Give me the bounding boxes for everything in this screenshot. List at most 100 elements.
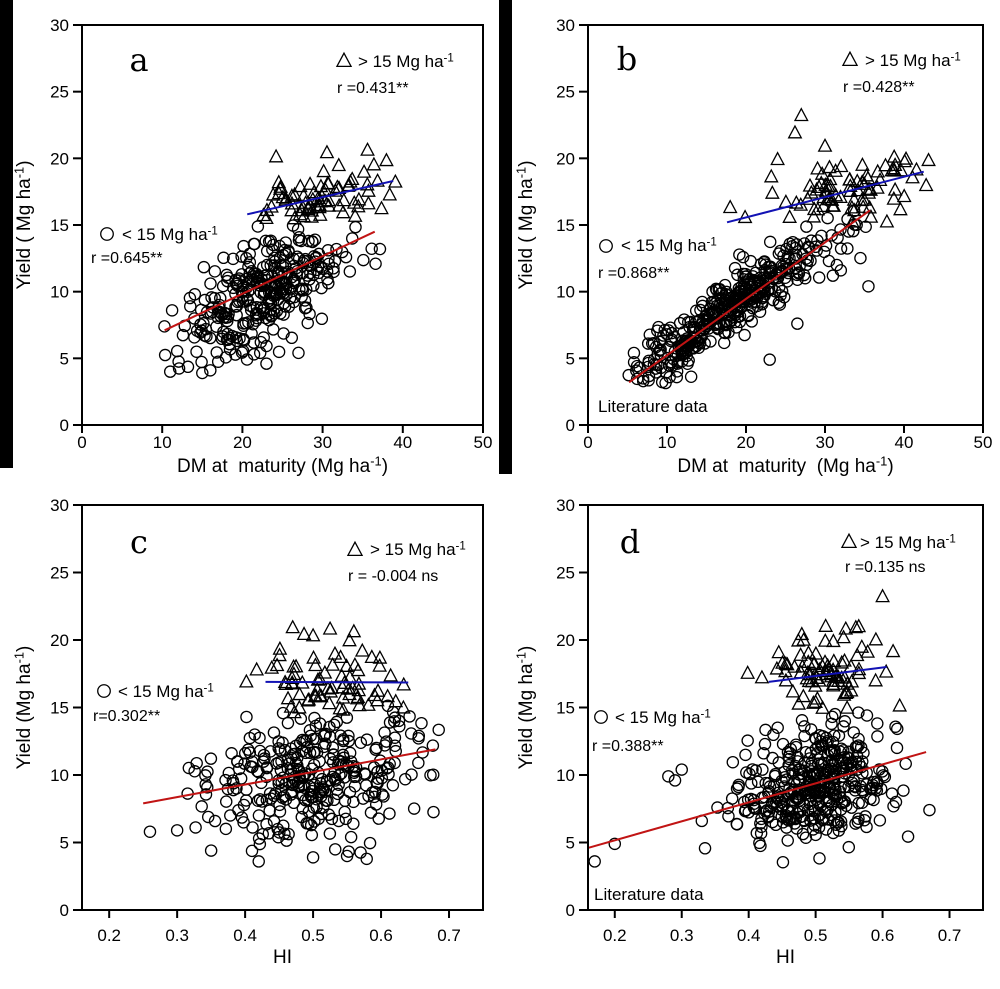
circle-marker	[732, 778, 745, 792]
circle-marker	[726, 755, 740, 769]
panel-b: 0 10 20 30 40 50 0 5 10 15 20 25 30 DM at maturity (M…	[514, 16, 993, 477]
circle-marker	[856, 783, 869, 797]
circle-marker	[774, 244, 787, 258]
triangle-marker	[892, 697, 908, 712]
circle-marker	[769, 818, 783, 832]
circle-marker	[97, 684, 111, 698]
circle-marker	[774, 796, 788, 809]
circle-marker	[826, 735, 840, 749]
circle-marker	[901, 830, 915, 843]
triangle-marker	[285, 619, 301, 634]
triangle-marker	[821, 191, 837, 206]
triangle-marker	[795, 658, 810, 673]
circle-marker	[257, 260, 270, 274]
triangle-marker	[844, 199, 860, 214]
circle-marker	[758, 255, 771, 268]
circle-marker	[826, 269, 840, 282]
triangle-marker	[740, 665, 756, 679]
circle-marker	[815, 229, 828, 243]
triangle-marker	[811, 672, 827, 687]
circle-marker	[806, 823, 820, 836]
circle-marker	[172, 362, 186, 375]
circle-marker	[608, 837, 622, 851]
circle-marker	[823, 744, 836, 757]
circle-marker	[847, 726, 861, 739]
circle-marker	[243, 256, 257, 269]
triangle-marker	[360, 141, 375, 156]
circle-marker	[890, 741, 904, 755]
literature-data-note: Literature data	[594, 885, 704, 904]
circle-marker	[260, 770, 273, 784]
circle-marker	[869, 782, 882, 795]
circle-marker	[800, 220, 813, 233]
y-tick-label: 0	[60, 901, 69, 920]
circle-marker	[280, 834, 293, 847]
circle-marker	[190, 345, 203, 358]
triangle-marker	[885, 160, 901, 175]
circle-marker	[335, 767, 348, 780]
circle-marker	[297, 779, 310, 792]
circle-marker	[306, 851, 320, 864]
circle-marker	[630, 359, 644, 373]
circle-marker	[842, 780, 855, 794]
circle-marker	[850, 741, 864, 754]
triangle-marker	[843, 682, 859, 697]
circle-marker	[889, 720, 902, 733]
circle-marker	[662, 340, 675, 354]
circle-marker	[260, 244, 274, 258]
circle-marker	[766, 751, 779, 765]
circle-marker	[822, 254, 836, 268]
triangle-marker	[875, 588, 890, 603]
circle-marker	[426, 739, 440, 752]
circle-marker	[163, 365, 177, 378]
circle-marker	[307, 250, 321, 263]
circle-marker	[304, 788, 317, 801]
circle-marker	[813, 729, 826, 742]
circle-marker	[170, 824, 184, 837]
triangle-marker	[833, 189, 848, 204]
circle-marker	[231, 755, 244, 768]
circle-marker	[315, 281, 328, 295]
circle-marker	[364, 806, 378, 819]
circle-marker	[651, 347, 665, 361]
circle-marker	[826, 826, 840, 840]
y-tick-label: 15	[50, 699, 69, 718]
triangle-marker	[372, 657, 388, 672]
triangle-marker	[795, 688, 811, 703]
triangle-marker	[841, 50, 859, 67]
triangle-marker	[305, 627, 321, 642]
circle-marker	[326, 741, 340, 754]
triangle-marker	[863, 208, 879, 223]
circle-marker	[278, 744, 292, 757]
circle-marker	[237, 816, 250, 829]
circle-marker	[751, 775, 765, 789]
y-tick-label: 25	[556, 83, 575, 102]
circle-marker	[388, 731, 402, 744]
circle-marker	[654, 361, 668, 375]
circle-marker	[325, 812, 339, 826]
triangle-marker	[336, 192, 352, 207]
triangle-marker	[332, 700, 348, 715]
circle-marker	[834, 242, 848, 255]
circle-marker	[273, 251, 287, 265]
circle-marker	[259, 234, 273, 248]
circle-marker	[721, 801, 735, 815]
triangle-marker	[335, 204, 351, 219]
triangle-marker	[834, 669, 850, 684]
circle-marker	[673, 316, 687, 330]
triangle-marker	[359, 176, 375, 191]
circle-marker	[301, 316, 314, 330]
circle-marker	[347, 795, 360, 809]
legend-label-low: < 15 Mg ha-1	[118, 682, 214, 701]
panel-d: 0.2 0.3 0.4 0.5 0.6 0.7 0 5 10 15 20 25 30 HI Yield (M…	[514, 496, 984, 968]
y-tick-label: 25	[50, 83, 69, 102]
circle-marker	[741, 734, 754, 747]
circle-marker	[243, 247, 256, 261]
trend-line-low	[142, 748, 436, 805]
circle-marker	[199, 769, 212, 782]
triangle-marker	[885, 643, 901, 658]
legend-label-low: < 15 Mg ha-1	[122, 225, 218, 244]
circle-marker	[368, 790, 381, 804]
circle-marker	[772, 756, 785, 769]
